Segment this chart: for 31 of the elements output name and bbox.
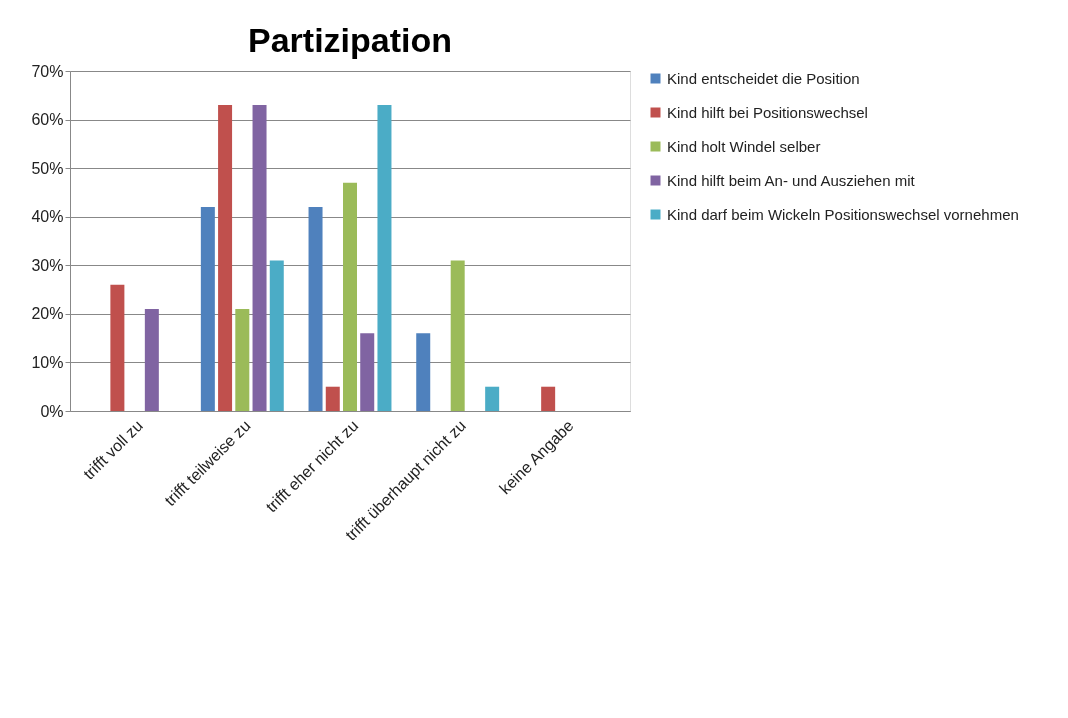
bar [308,207,323,411]
bar [541,386,556,411]
bar [252,105,267,411]
y-tick-label: 70% [31,62,64,80]
bar [360,333,375,411]
y-tick-label: 0% [40,402,64,420]
y-tick-label: 60% [31,111,64,129]
chart-title: Partizipation [247,21,453,59]
legend-label: Kind hilft beim An- und Ausziehen mit [667,171,916,189]
legend-label: Kind entscheidet die Position [667,69,860,87]
bar [343,182,357,411]
y-tick-label: 50% [31,159,64,177]
y-tick-label: 40% [31,208,64,226]
bar [269,260,284,411]
x-tick-label: trifft voll zu [80,416,146,483]
legend-label: Kind darf beim Wickeln Positionswechsel vornehmen [667,205,1019,223]
bar [218,105,233,411]
legend-label: Kind hilft bei Positionswechsel [667,103,868,121]
legend-label: Kind holt Windel selber [667,137,821,155]
bar [416,333,431,411]
bar [485,386,500,411]
y-tick-label: 10% [31,353,64,371]
bar [450,260,465,411]
bar [144,309,159,411]
y-tick-label: 20% [31,305,64,323]
y-tick-label: 30% [31,256,64,274]
bar [110,284,125,411]
bar [200,207,215,411]
bar [235,309,250,411]
bar [325,386,340,411]
bar [377,105,392,411]
